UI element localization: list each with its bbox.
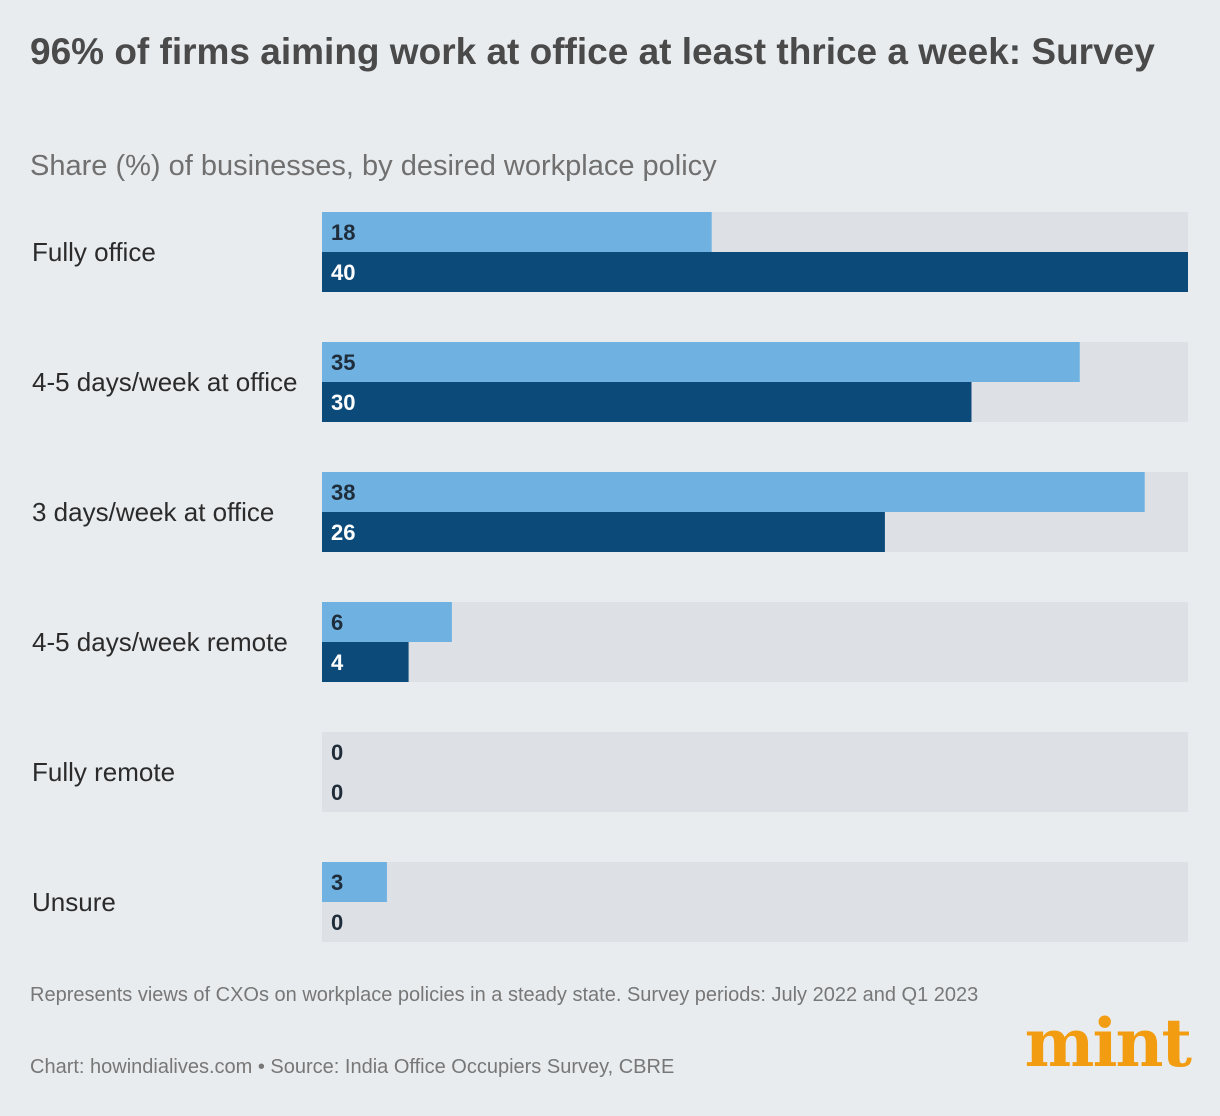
value-label-3-days-week-at-office-series-2: 26: [331, 520, 355, 545]
category-label-unsure: Unsure: [32, 887, 116, 917]
bar-4-5-days-week-at-office-series-1: [322, 342, 1080, 382]
category-label-3-days-week-at-office: 3 days/week at office: [32, 497, 274, 527]
bar-4-5-days-week-remote-series-1: [322, 602, 452, 642]
value-label-4-5-days-week-at-office-series-1: 35: [331, 350, 355, 375]
chart-title: 96% of firms aiming work at office at le…: [30, 31, 1155, 72]
bar-fully-office-series-1: [322, 212, 712, 252]
category-label-4-5-days-week-remote: 4-5 days/week remote: [32, 627, 288, 657]
bar-4-5-days-week-at-office-series-2: [322, 382, 972, 422]
category-label-fully-office: Fully office: [32, 237, 156, 267]
chart-credit: Chart: howindialives.com • Source: India…: [30, 1056, 675, 1078]
value-label-fully-office-series-2: 40: [331, 260, 355, 285]
bar-3-days-week-at-office-series-2: [322, 512, 885, 552]
value-label-unsure-series-1: 3: [331, 870, 343, 895]
chart-subtitle: Share (%) of businesses, by desired work…: [30, 150, 717, 182]
bar-fully-office-series-2: [322, 252, 1188, 292]
value-label-fully-remote-series-2: 0: [331, 780, 343, 805]
bar-4-5-days-week-remote-series-2: [322, 642, 409, 682]
value-label-4-5-days-week-remote-series-1: 6: [331, 610, 343, 635]
value-label-unsure-series-2: 0: [331, 910, 343, 935]
value-label-3-days-week-at-office-series-1: 38: [331, 480, 355, 505]
value-label-fully-remote-series-1: 0: [331, 740, 343, 765]
value-label-fully-office-series-1: 18: [331, 220, 355, 245]
bar-track-unsure: [322, 862, 1188, 942]
bar-track-4-5-days-week-remote: [322, 602, 1188, 682]
mint-logo: mint: [1024, 1004, 1192, 1082]
bar-unsure-series-1: [322, 862, 387, 902]
category-label-fully-remote: Fully remote: [32, 757, 175, 787]
category-label-4-5-days-week-at-office: 4-5 days/week at office: [32, 367, 297, 397]
chart-note: Represents views of CXOs on workplace po…: [30, 984, 979, 1006]
bar-track-fully-remote: [322, 732, 1188, 812]
value-label-4-5-days-week-remote-series-2: 4: [331, 650, 344, 675]
bar-3-days-week-at-office-series-1: [322, 472, 1145, 512]
value-label-4-5-days-week-at-office-series-2: 30: [331, 390, 355, 415]
